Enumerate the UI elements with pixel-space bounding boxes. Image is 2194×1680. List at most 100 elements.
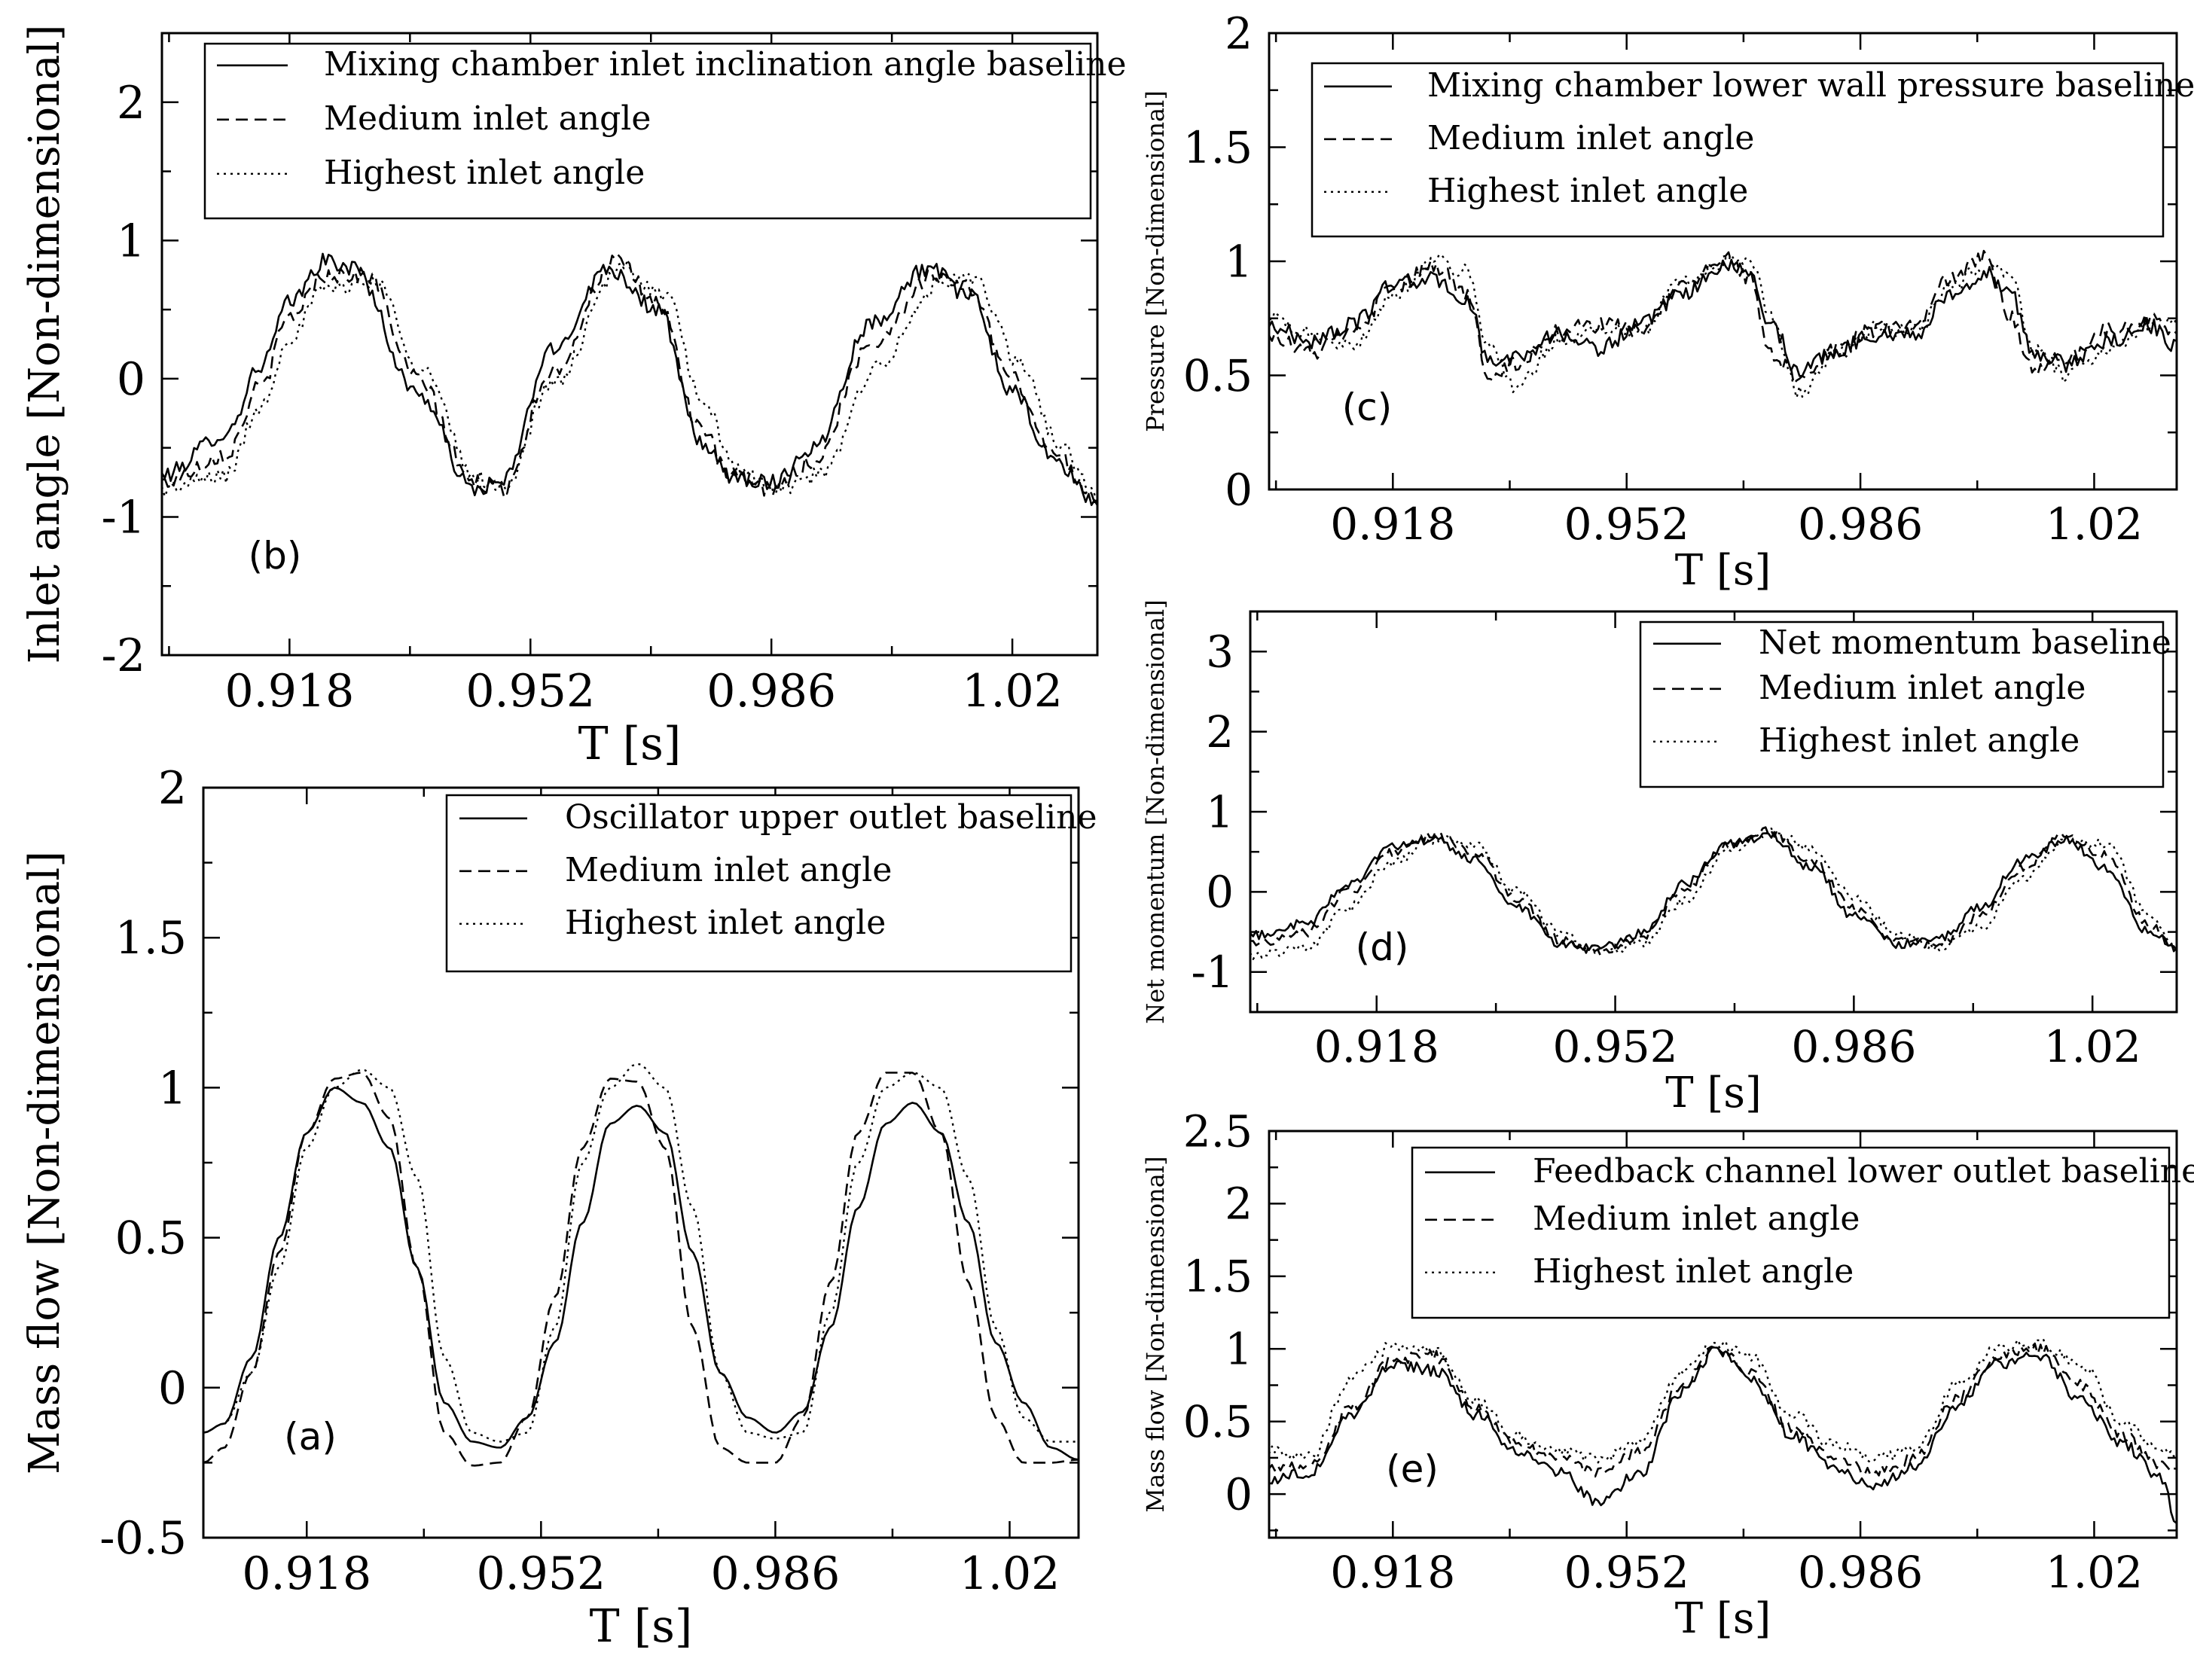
- x-axis-label: T [s]: [1675, 1594, 1771, 1643]
- legend-entry: Highest inlet angle: [1533, 1252, 1854, 1291]
- series-line-a-3: [203, 1063, 1079, 1443]
- y-axis-label: Pressure [Non-dimensional]: [1141, 90, 1170, 432]
- y-tick-label: -1: [102, 491, 145, 544]
- series-line-e-3: [1269, 1338, 2177, 1464]
- legend-entry: Highest inlet angle: [324, 154, 645, 192]
- chart-panel-b: 0.918 0.952 0.986 1.02 -2 -1 0 1 2 T [s] Inlet ang…: [20, 25, 1127, 770]
- legend: Mixing chamber lower wall pressure basel…: [1311, 62, 2194, 238]
- panel-label: (a): [284, 1415, 337, 1459]
- y-tick-label: -2: [102, 630, 145, 682]
- x-axis-label: T [s]: [578, 718, 682, 770]
- y-tick-label: 2: [1225, 8, 1253, 59]
- series-line-b-3: [162, 261, 1097, 505]
- chart-panel-a: 0.918 0.952 0.986 1.02 -0.5 0 0.5 1 1.5 2 T [s] Mas…: [20, 762, 1097, 1653]
- y-tick-label: 2.5: [1183, 1105, 1253, 1157]
- series-line-c-3: [1269, 253, 2177, 399]
- y-tick-label: 0.5: [1183, 350, 1253, 401]
- legend: Net momentum baseline Medium inlet angle H…: [1639, 620, 2171, 788]
- series-line-a-1: [203, 1087, 1079, 1461]
- series-line-d-1: [1250, 831, 2177, 952]
- y-tick-label: 2: [158, 762, 187, 815]
- x-tick-label: 0.918: [242, 1547, 371, 1600]
- panel-label: (d): [1356, 925, 1409, 969]
- y-tick-label: 0.5: [115, 1212, 187, 1265]
- y-tick-label: 1.5: [1183, 1251, 1253, 1302]
- chart-panel-d: 0.918 0.952 0.986 1.02 -1 0 1 2 3 T [s] Net moment…: [1141, 599, 2178, 1117]
- y-tick-label: -0.5: [99, 1512, 187, 1565]
- x-tick-label: 0.952: [1564, 499, 1689, 550]
- y-tick-label: 2: [1225, 1178, 1253, 1230]
- x-axis-label: T [s]: [1665, 1069, 1762, 1117]
- x-tick-label: 0.986: [1798, 1547, 1923, 1598]
- y-tick-label: 0: [1225, 1468, 1253, 1520]
- y-tick-label: 2: [117, 77, 145, 130]
- x-tick-label: 1.02: [960, 1547, 1060, 1600]
- legend-entry: Medium inlet angle: [324, 99, 651, 138]
- legend-entry: Feedback channel lower outlet baseline: [1533, 1152, 2194, 1191]
- legend-entry: Medium inlet angle: [1759, 669, 2086, 707]
- legend-entry: Oscillator upper outlet baseline: [565, 798, 1097, 837]
- panel-label: (c): [1342, 386, 1393, 429]
- y-tick-label: 0: [1206, 867, 1234, 918]
- x-tick-label: 0.918: [1314, 1021, 1439, 1072]
- panel-label: (b): [249, 534, 302, 578]
- series-line-b-2: [162, 254, 1097, 504]
- legend-entry: Highest inlet angle: [1427, 172, 1748, 210]
- legend: Oscillator upper outlet baseline Medium i…: [445, 794, 1097, 973]
- x-tick-label: 1.02: [2044, 1021, 2141, 1072]
- x-tick-label: 1.02: [2046, 1547, 2143, 1598]
- y-tick-label: 0: [1225, 464, 1253, 515]
- series-line-c-1: [1269, 258, 2177, 377]
- y-tick-label: 0: [117, 353, 145, 406]
- y-axis-label: Mass flow [Non-dimensional]: [1141, 1156, 1170, 1512]
- chart-panel-e: 0.918 0.952 0.986 1.02 0 0.5 1 1.5 2 2.5 T [s] Mass…: [1141, 1105, 2194, 1643]
- y-axis-label: Mass flow [Non-dimensional]: [20, 851, 69, 1474]
- x-tick-label: 0.986: [1798, 499, 1923, 550]
- legend-entry: Mixing chamber lower wall pressure basel…: [1427, 66, 2194, 105]
- legend-entry: Highest inlet angle: [1759, 721, 2080, 760]
- x-tick-label: 1.02: [962, 665, 1063, 718]
- legend-entry: Net momentum baseline: [1759, 624, 2171, 662]
- y-tick-label: 1.5: [115, 912, 187, 965]
- series-line-e-1: [1269, 1345, 2177, 1524]
- legend: Mixing chamber inlet inclination angle b…: [203, 42, 1127, 220]
- plot-frame: [160, 32, 1099, 657]
- legend-box: [203, 42, 1092, 220]
- x-tick-label: 0.986: [1791, 1021, 1916, 1072]
- series-line-c-2: [1269, 249, 2177, 386]
- x-tick-label: 0.952: [1553, 1021, 1678, 1072]
- legend-entry: Medium inlet angle: [565, 851, 892, 889]
- x-tick-label: 0.986: [711, 1547, 841, 1600]
- panel-label: (e): [1386, 1447, 1439, 1491]
- y-tick-label: 1: [1225, 1324, 1253, 1375]
- x-tick-label: 0.952: [1564, 1547, 1689, 1598]
- series-line-d-3: [1250, 828, 2177, 960]
- legend: Feedback channel lower outlet baseline Me…: [1411, 1146, 2194, 1319]
- y-tick-label: 0.5: [1183, 1396, 1253, 1447]
- y-tick-label: 1: [158, 1062, 187, 1114]
- y-axis-label: Net momentum [Non-dimensional]: [1141, 599, 1170, 1024]
- legend-box: [1311, 62, 2165, 238]
- legend-entry: Medium inlet angle: [1427, 119, 1754, 157]
- legend-box: [1411, 1146, 2171, 1319]
- x-tick-label: 0.918: [224, 665, 354, 718]
- plot-frame: [1268, 1130, 2178, 1539]
- legend-entry: Mixing chamber inlet inclination angle b…: [324, 45, 1127, 84]
- x-tick-label: 0.952: [476, 1547, 606, 1600]
- x-tick-label: 0.986: [706, 665, 836, 718]
- x-axis-label: T [s]: [590, 1600, 693, 1653]
- y-tick-label: 0: [158, 1362, 187, 1415]
- legend-box: [1639, 620, 2165, 788]
- y-tick-label: 1: [117, 215, 145, 267]
- x-tick-label: 0.918: [1330, 499, 1455, 550]
- y-tick-label: 1: [1225, 236, 1253, 287]
- y-tick-label: 3: [1206, 627, 1234, 678]
- y-tick-label: -1: [1192, 947, 1234, 998]
- legend-box: [445, 794, 1073, 973]
- x-tick-label: 0.918: [1330, 1547, 1455, 1598]
- legend-entry: Highest inlet angle: [565, 904, 886, 942]
- series-line-d-2: [1250, 826, 2177, 957]
- x-tick-label: 1.02: [2046, 499, 2143, 550]
- y-tick-label: 1.5: [1183, 122, 1253, 173]
